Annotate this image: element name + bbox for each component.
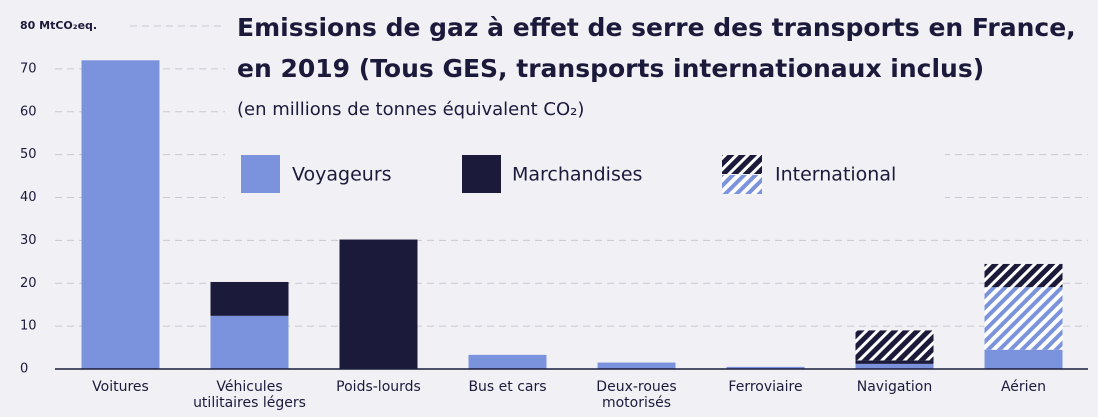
legend-swatch xyxy=(722,155,762,174)
legend-label: Voyageurs xyxy=(292,164,392,186)
chart-subtitle: (en millions de tonnes équivalent CO₂) xyxy=(237,99,584,120)
chart-title: Emissions de gaz à effet de serre des tr… xyxy=(237,13,1076,42)
y-tick-label: 50 xyxy=(20,147,37,162)
x-tick-label: Véhicules utilitaires légers xyxy=(193,379,306,411)
bar-segment xyxy=(210,281,289,316)
x-tick-label: Ferroviaire xyxy=(728,379,803,395)
legend-swatch xyxy=(241,155,280,193)
bar-segment xyxy=(984,287,1063,350)
bar-segment xyxy=(984,263,1063,288)
x-tick-label: Deux-roues motorisés xyxy=(596,379,677,411)
bar-segment xyxy=(468,354,547,369)
legend-swatch xyxy=(722,175,762,194)
bar-segment xyxy=(855,363,934,369)
y-tick-label: 30 xyxy=(20,233,37,248)
chart-title: en 2019 (Tous GES, transports internatio… xyxy=(237,54,984,83)
x-tick-label: Poids-lourds xyxy=(336,379,421,395)
y-tick-label: 40 xyxy=(20,190,37,205)
bar-segment xyxy=(726,366,805,369)
bar-segment xyxy=(984,349,1063,369)
bar-segment xyxy=(210,315,289,369)
y-tick-label: 10 xyxy=(20,319,37,334)
bar-segment xyxy=(855,360,934,364)
x-tick-label: Voitures xyxy=(92,379,149,395)
bar-segment xyxy=(81,60,160,370)
bar-segment xyxy=(339,239,418,369)
bar-segment xyxy=(855,330,934,361)
y-tick-label: 70 xyxy=(20,61,37,76)
x-tick-label: Navigation xyxy=(856,379,933,395)
y-tick-label: 0 xyxy=(20,362,28,377)
y-tick-label: 60 xyxy=(20,104,37,119)
x-tick-label: Aérien xyxy=(1000,379,1047,395)
x-tick-label: Bus et cars xyxy=(468,379,547,395)
legend-backdrop xyxy=(225,145,945,203)
legend-swatch xyxy=(462,155,501,193)
y-tick-label: 20 xyxy=(20,276,37,291)
title-backdrop xyxy=(225,0,1098,128)
y-tick-label: 80 MtCO₂eq. xyxy=(20,19,97,32)
legend-label: Marchandises xyxy=(512,164,642,186)
legend-label: International xyxy=(775,164,896,186)
bar-segment xyxy=(597,362,676,369)
